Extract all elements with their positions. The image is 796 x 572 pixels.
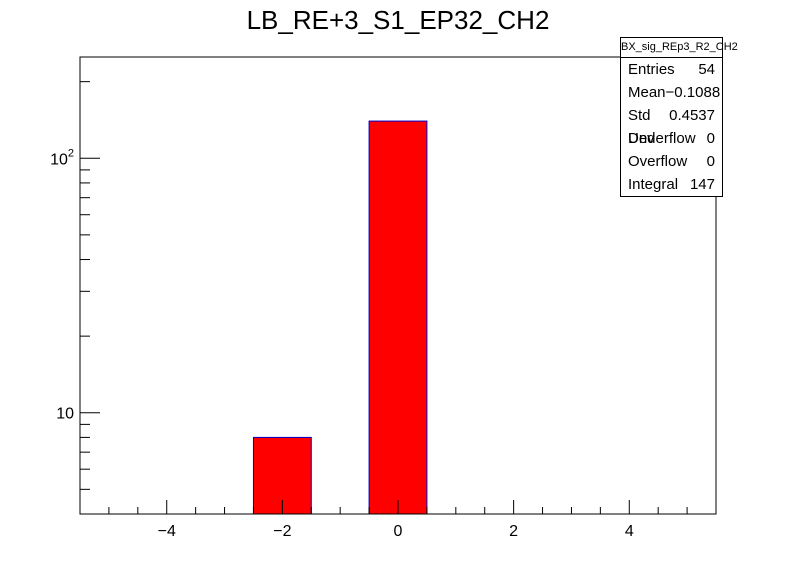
stats-value: 0 — [706, 130, 715, 147]
x-tick-label: 0 — [394, 523, 403, 540]
stats-value: 0.4537 — [669, 107, 715, 124]
y-tick-label: 10 — [56, 406, 74, 423]
y-tick-label: 102 — [50, 147, 74, 168]
stats-label: Overflow — [628, 153, 688, 170]
stats-label: Integral — [628, 176, 679, 193]
stats-value: −0.1088 — [665, 84, 721, 101]
stats-row-std-dev: Std Dev 0.4537 — [621, 104, 722, 147]
stats-value: 54 — [698, 61, 715, 78]
stats-value: 147 — [689, 176, 715, 193]
y-axis: 10 102 — [50, 81, 100, 515]
x-tick-label: −2 — [273, 523, 291, 540]
stats-label: Std Dev — [628, 107, 655, 147]
histogram-bar — [368, 120, 428, 515]
chart-title: LB_RE+3_S1_EP32_CH2 — [246, 5, 550, 35]
stats-row-entries: Entries 54 — [621, 58, 722, 81]
stats-label: Mean — [628, 84, 666, 101]
x-axis: −4 −2 0 2 4 — [108, 500, 688, 540]
stats-row-integral: Integral 147 — [621, 173, 722, 196]
stats-box: BX_sig_REp3_R2_CH2 Entries 54 Mean −0.10… — [620, 37, 738, 197]
stats-label: Entries — [628, 61, 675, 78]
stats-row-underflow: Underflow 0 — [621, 127, 722, 150]
stats-name: BX_sig_REp3_R2_CH2 — [621, 38, 738, 58]
stats-value: 0 — [706, 153, 715, 170]
x-tick-label: 2 — [509, 523, 518, 540]
x-tick-label: −4 — [158, 523, 176, 540]
stats-row-overflow: Overflow 0 — [621, 150, 722, 173]
x-tick-label: 4 — [625, 523, 634, 540]
stats-label: Underflow — [628, 130, 696, 147]
bars-group — [252, 120, 428, 515]
stats-row-mean: Mean −0.1088 — [621, 81, 722, 104]
